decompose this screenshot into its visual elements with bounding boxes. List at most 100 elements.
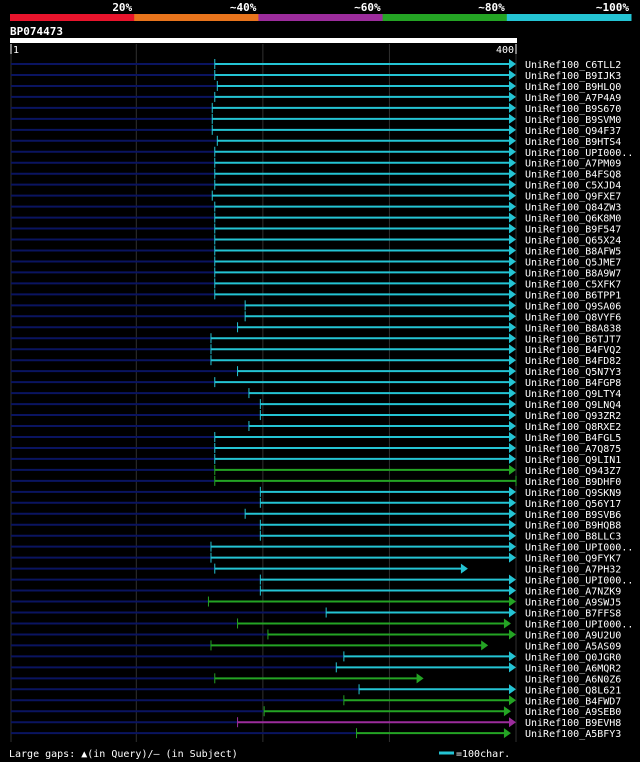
hit-arrow	[509, 179, 516, 190]
hit-label[interactable]: UniRef100_Q9SKN9	[525, 488, 621, 499]
hit-label[interactable]: UniRef100_Q84ZW3	[525, 203, 621, 214]
hit-label[interactable]: UniRef100_Q0JGR0	[525, 652, 621, 663]
hit-label[interactable]: UniRef100_Q9LTY4	[525, 389, 621, 400]
hit-label[interactable]: UniRef100_C5XJD4	[525, 181, 621, 192]
hit-arrow	[509, 157, 516, 168]
hit-label[interactable]: UniRef100_A5BFY3	[525, 729, 621, 740]
hit-label[interactable]: UniRef100_Q56Y17	[525, 499, 621, 510]
scale-label: =100char.	[456, 749, 510, 760]
hit-label[interactable]: UniRef100_Q5N7Y3	[525, 367, 621, 378]
hit-row: UniRef100_C5XJD4	[11, 179, 621, 192]
query-start-label: 1	[13, 45, 19, 56]
hit-arrow	[509, 377, 516, 388]
hit-arrow	[509, 717, 516, 728]
hit-label[interactable]: UniRef100_Q9LIN1	[525, 455, 621, 466]
hit-label[interactable]: UniRef100_A6N0Z6	[525, 674, 621, 685]
hit-label[interactable]: UniRef100_Q8RXE2	[525, 422, 621, 433]
hit-label[interactable]: UniRef100_A9U2U0	[525, 630, 621, 641]
hit-label[interactable]: UniRef100_A5AS09	[525, 641, 621, 652]
hit-label[interactable]: UniRef100_B9HLQ0	[525, 82, 621, 93]
hit-arrow	[509, 662, 516, 673]
hit-label[interactable]: UniRef100_Q9LNQ4	[525, 400, 621, 411]
hit-label[interactable]: UniRef100_UPI000..	[525, 619, 633, 630]
hit-arrow	[509, 234, 516, 245]
hit-label[interactable]: UniRef100_B9HQB8	[525, 521, 621, 532]
hit-label[interactable]: UniRef100_B9EVH8	[525, 718, 621, 729]
hit-label[interactable]: UniRef100_Q5JME7	[525, 257, 621, 268]
hit-label[interactable]: UniRef100_B6TJT7	[525, 334, 621, 345]
hit-label[interactable]: UniRef100_Q94F37	[525, 126, 621, 137]
hit-label[interactable]: UniRef100_B9HTS4	[525, 137, 621, 148]
hit-row: UniRef100_A9SEB0	[11, 706, 621, 718]
hit-arrow	[509, 289, 516, 300]
hit-label[interactable]: UniRef100_UPI000..	[525, 148, 633, 159]
hit-label[interactable]: UniRef100_Q9FYK7	[525, 554, 621, 565]
hit-label[interactable]: UniRef100_A9SWJ5	[525, 598, 621, 609]
hit-label[interactable]: UniRef100_UPI000..	[525, 576, 633, 587]
hit-label[interactable]: UniRef100_B8AFW5	[525, 246, 621, 257]
hit-label[interactable]: UniRef100_Q65X24	[525, 236, 621, 247]
hit-arrow	[509, 113, 516, 124]
hit-label[interactable]: UniRef100_B9S670	[525, 104, 621, 115]
hit-arrow	[509, 464, 516, 475]
hit-label[interactable]: UniRef100_B9F547	[525, 225, 621, 236]
hit-label[interactable]: UniRef100_A7P4A9	[525, 93, 621, 104]
hit-label[interactable]: UniRef100_Q93ZR2	[525, 411, 621, 422]
hit-row: UniRef100_A7NZK9	[11, 585, 621, 598]
legend-swatch	[134, 14, 259, 21]
hit-row: UniRef100_B9F547	[11, 223, 621, 236]
hit-label[interactable]: UniRef100_A7Q875	[525, 444, 621, 455]
hit-label[interactable]: UniRef100_Q943Z7	[525, 466, 621, 477]
hit-label[interactable]: UniRef100_B4FD82	[525, 356, 621, 367]
hit-label[interactable]: UniRef100_B4FSQ8	[525, 170, 621, 181]
hit-label[interactable]: UniRef100_B6TPP1	[525, 290, 621, 301]
hit-row: UniRef100_A7Q875	[11, 442, 621, 455]
hit-label[interactable]: UniRef100_B4FWD7	[525, 696, 621, 707]
hit-label[interactable]: UniRef100_Q8L621	[525, 685, 621, 696]
hit-row: UniRef100_Q9SKN9	[11, 486, 621, 499]
hit-arrow	[509, 541, 516, 552]
hit-row: UniRef100_Q9FXE7	[11, 190, 621, 203]
hit-label[interactable]: UniRef100_A7NZK9	[525, 587, 621, 598]
hit-label[interactable]: UniRef100_B9SVM0	[525, 115, 621, 126]
hit-label[interactable]: UniRef100_B7FFS8	[525, 609, 621, 620]
hit-row: UniRef100_UPI000..	[11, 574, 633, 587]
hit-label[interactable]: UniRef100_A7PH32	[525, 565, 621, 576]
hit-arrow	[509, 388, 516, 399]
hit-label[interactable]: UniRef100_Q6K8M0	[525, 214, 621, 225]
hit-arrow	[509, 223, 516, 234]
hit-arrow	[509, 574, 516, 585]
hit-label[interactable]: UniRef100_B8A838	[525, 323, 621, 334]
hit-arrow	[509, 486, 516, 497]
hit-label[interactable]: UniRef100_UPI000..	[525, 543, 633, 554]
hit-row: UniRef100_B9HLQ0	[11, 80, 621, 93]
hit-label[interactable]: UniRef100_Q9FXE7	[525, 192, 621, 203]
hit-arrow	[509, 91, 516, 102]
hit-label[interactable]: UniRef100_B4FGP8	[525, 378, 621, 389]
hit-label[interactable]: UniRef100_A9SEB0	[525, 707, 621, 718]
hit-label[interactable]: UniRef100_B4FVQ2	[525, 345, 621, 356]
hit-row: UniRef100_Q9LTY4	[11, 388, 621, 400]
hit-label[interactable]: UniRef100_B9IJK3	[525, 71, 621, 82]
hit-label[interactable]: UniRef100_A6MQR2	[525, 663, 621, 674]
hit-label[interactable]: UniRef100_A7PM09	[525, 159, 621, 170]
hit-label[interactable]: UniRef100_C5XFK7	[525, 279, 621, 290]
hit-label[interactable]: UniRef100_B9DHF0	[525, 477, 621, 488]
gaps-legend: Large gaps: ▲(in Query)/— (in Subject)	[9, 749, 238, 760]
hit-label[interactable]: UniRef100_B9SVB6	[525, 510, 621, 521]
legend-label: ~80%	[478, 1, 505, 14]
hit-row: UniRef100_A5BFY3	[11, 728, 621, 740]
hit-label[interactable]: UniRef100_B8A9W7	[525, 268, 621, 279]
hit-arrow	[509, 508, 516, 519]
hit-row: UniRef100_A7PH32	[11, 563, 621, 576]
hit-arrow	[509, 607, 516, 618]
hit-arrow	[509, 59, 516, 69]
hit-label[interactable]: UniRef100_Q9SA06	[525, 301, 621, 312]
hit-row: UniRef100_B9SVB6	[11, 508, 621, 521]
hit-arrow	[509, 453, 516, 464]
hit-label[interactable]: UniRef100_B4FGL5	[525, 433, 621, 444]
hit-label[interactable]: UniRef100_B8LLC3	[525, 532, 621, 543]
hit-label[interactable]: UniRef100_C6TLL2	[525, 60, 621, 71]
hit-label[interactable]: UniRef100_Q8VYF6	[525, 312, 621, 323]
hit-row: UniRef100_A7PM09	[11, 157, 621, 170]
